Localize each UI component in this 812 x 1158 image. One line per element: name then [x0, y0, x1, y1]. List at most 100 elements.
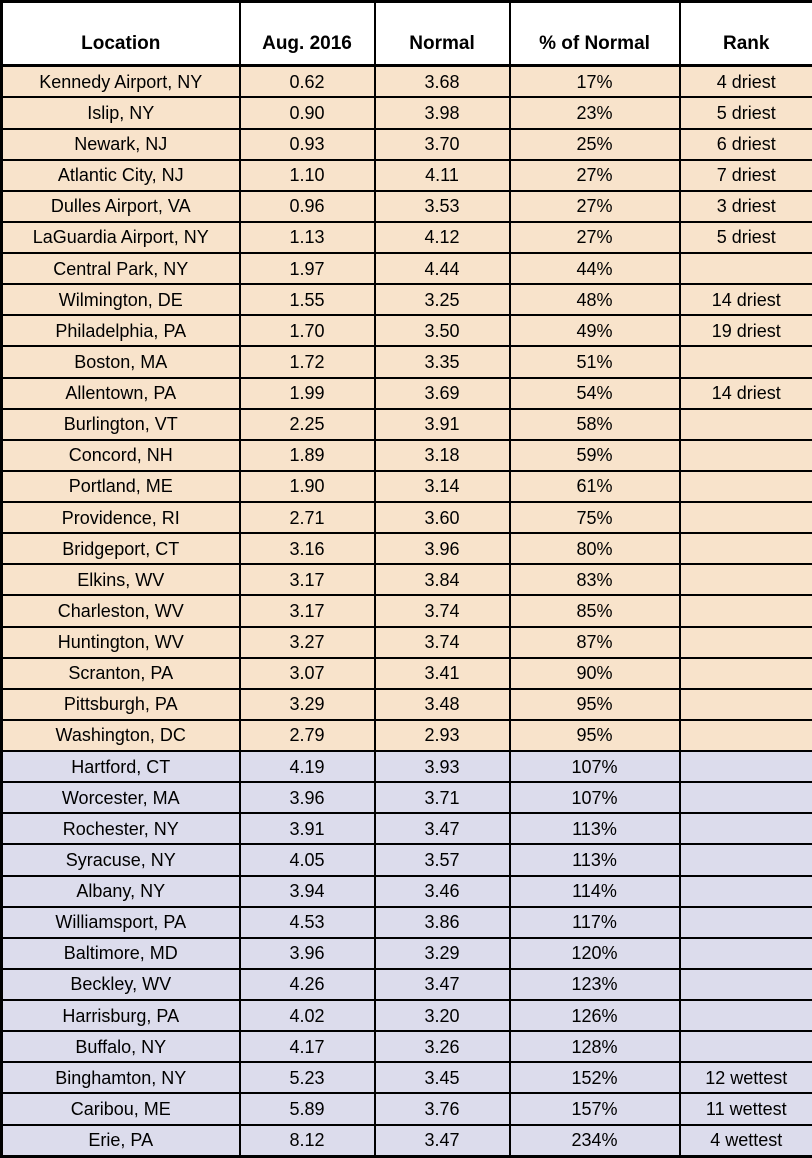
table-row: Bridgeport, CT 3.16 3.96 80%	[0, 532, 812, 566]
cell-normal: 3.45	[373, 1061, 511, 1095]
cell-pct_of_normal: 51%	[508, 345, 681, 379]
cell-rank: 11 wettest	[678, 1092, 812, 1126]
cell-pct_of_normal: 95%	[508, 687, 681, 721]
cell-location: Burlington, VT	[0, 407, 241, 441]
cell-location: Huntington, WV	[0, 625, 241, 659]
cell-normal: 3.93	[373, 750, 511, 784]
table-row: Charleston, WV 3.17 3.74 85%	[0, 594, 812, 628]
column-header-location: Location	[0, 0, 241, 67]
table-row: Newark, NJ 0.93 3.70 25% 6 driest	[0, 127, 812, 161]
cell-normal: 3.70	[373, 127, 511, 161]
cell-pct_of_normal: 90%	[508, 656, 681, 690]
cell-location: Baltimore, MD	[0, 936, 241, 970]
cell-location: Bridgeport, CT	[0, 532, 241, 566]
cell-normal: 3.98	[373, 96, 511, 130]
cell-location: Erie, PA	[0, 1123, 241, 1158]
cell-normal: 3.48	[373, 687, 511, 721]
cell-aug_2016: 3.16	[238, 532, 376, 566]
cell-aug_2016: 3.96	[238, 781, 376, 815]
cell-normal: 4.44	[373, 252, 511, 286]
cell-location: Central Park, NY	[0, 252, 241, 286]
table-row: Buffalo, NY 4.17 3.26 128%	[0, 1030, 812, 1064]
cell-rank: 6 driest	[678, 127, 812, 161]
cell-location: Albany, NY	[0, 874, 241, 908]
table-row: Boston, MA 1.72 3.35 51%	[0, 345, 812, 379]
table-row: Erie, PA 8.12 3.47 234% 4 wettest	[0, 1123, 812, 1158]
cell-normal: 3.68	[373, 64, 511, 99]
cell-rank: 12 wettest	[678, 1061, 812, 1095]
cell-pct_of_normal: 85%	[508, 594, 681, 628]
cell-rank: 19 driest	[678, 314, 812, 348]
cell-rank	[678, 438, 812, 472]
cell-rank	[678, 407, 812, 441]
column-header-aug_2016: Aug. 2016	[238, 0, 376, 67]
cell-pct_of_normal: 107%	[508, 781, 681, 815]
cell-aug_2016: 1.55	[238, 283, 376, 317]
cell-pct_of_normal: 234%	[508, 1123, 681, 1158]
cell-aug_2016: 2.79	[238, 718, 376, 753]
cell-location: Washington, DC	[0, 718, 241, 753]
cell-location: Buffalo, NY	[0, 1030, 241, 1064]
cell-aug_2016: 1.89	[238, 438, 376, 472]
cell-pct_of_normal: 58%	[508, 407, 681, 441]
cell-location: Allentown, PA	[0, 376, 241, 410]
cell-aug_2016: 4.19	[238, 750, 376, 784]
cell-rank	[678, 812, 812, 846]
cell-normal: 3.91	[373, 407, 511, 441]
cell-aug_2016: 3.17	[238, 594, 376, 628]
table-row: Albany, NY 3.94 3.46 114%	[0, 874, 812, 908]
cell-location: Islip, NY	[0, 96, 241, 130]
cell-normal: 3.18	[373, 438, 511, 472]
table-row: Beckley, WV 4.26 3.47 123%	[0, 967, 812, 1002]
cell-aug_2016: 8.12	[238, 1123, 376, 1158]
column-header-rank: Rank	[678, 0, 812, 67]
table-row: Concord, NH 1.89 3.18 59%	[0, 438, 812, 472]
cell-aug_2016: 1.90	[238, 469, 376, 504]
cell-pct_of_normal: 54%	[508, 376, 681, 410]
table-row: Islip, NY 0.90 3.98 23% 5 driest	[0, 96, 812, 130]
cell-location: Kennedy Airport, NY	[0, 64, 241, 99]
table-row: Pittsburgh, PA 3.29 3.48 95%	[0, 687, 812, 721]
table-row: Hartford, CT 4.19 3.93 107%	[0, 750, 812, 784]
cell-aug_2016: 1.10	[238, 158, 376, 192]
cell-location: Pittsburgh, PA	[0, 687, 241, 721]
cell-normal: 3.60	[373, 501, 511, 535]
cell-aug_2016: 4.26	[238, 967, 376, 1002]
cell-location: Hartford, CT	[0, 750, 241, 784]
cell-aug_2016: 0.62	[238, 64, 376, 99]
cell-aug_2016: 5.89	[238, 1092, 376, 1126]
cell-location: Philadelphia, PA	[0, 314, 241, 348]
cell-normal: 4.11	[373, 158, 511, 192]
table-row: Washington, DC 2.79 2.93 95%	[0, 718, 812, 753]
cell-aug_2016: 2.71	[238, 501, 376, 535]
cell-aug_2016: 3.94	[238, 874, 376, 908]
cell-pct_of_normal: 59%	[508, 438, 681, 472]
cell-rank	[678, 936, 812, 970]
table-row: Kennedy Airport, NY 0.62 3.68 17% 4 driest	[0, 64, 812, 99]
cell-normal: 3.86	[373, 905, 511, 939]
cell-aug_2016: 3.96	[238, 936, 376, 970]
cell-aug_2016: 1.13	[238, 220, 376, 255]
cell-pct_of_normal: 27%	[508, 158, 681, 192]
table-row: Scranton, PA 3.07 3.41 90%	[0, 656, 812, 690]
cell-pct_of_normal: 152%	[508, 1061, 681, 1095]
cell-normal: 3.47	[373, 812, 511, 846]
table-row: Allentown, PA 1.99 3.69 54% 14 driest	[0, 376, 812, 410]
cell-aug_2016: 0.96	[238, 189, 376, 223]
cell-aug_2016: 3.91	[238, 812, 376, 846]
cell-pct_of_normal: 49%	[508, 314, 681, 348]
cell-normal: 3.50	[373, 314, 511, 348]
table-row: Worcester, MA 3.96 3.71 107%	[0, 781, 812, 815]
cell-pct_of_normal: 120%	[508, 936, 681, 970]
cell-rank	[678, 625, 812, 659]
cell-normal: 3.35	[373, 345, 511, 379]
table-row: Caribou, ME 5.89 3.76 157% 11 wettest	[0, 1092, 812, 1126]
cell-pct_of_normal: 61%	[508, 469, 681, 504]
cell-aug_2016: 1.72	[238, 345, 376, 379]
cell-location: Binghamton, NY	[0, 1061, 241, 1095]
cell-normal: 3.57	[373, 843, 511, 877]
cell-aug_2016: 0.90	[238, 96, 376, 130]
cell-rank	[678, 967, 812, 1002]
table-row: Rochester, NY 3.91 3.47 113%	[0, 812, 812, 846]
